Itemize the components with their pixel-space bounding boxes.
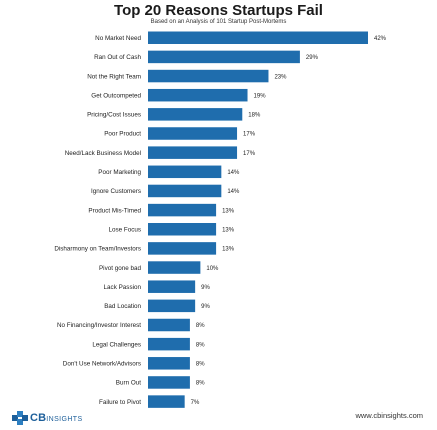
category-label: Poor Marketing <box>98 169 141 176</box>
category-label: Ignore Customers <box>91 188 141 195</box>
bar <box>148 165 222 179</box>
chart-subtitle: Based on an Analysis of 101 Startup Post… <box>150 19 287 25</box>
bar <box>148 223 217 236</box>
bar <box>148 127 238 140</box>
category-label: Pivot gone bad <box>99 265 142 272</box>
bar <box>148 376 190 389</box>
value-label: 8% <box>196 323 205 329</box>
bar <box>148 337 190 351</box>
value-label: 8% <box>196 381 205 387</box>
bar <box>148 146 238 159</box>
logo-wordmark: CBINSIGHTS <box>30 412 83 424</box>
value-label: 13% <box>222 247 235 253</box>
bar <box>148 88 248 102</box>
source-url: www.cbinsights.com <box>355 411 423 420</box>
brand-logo: CBINSIGHTS <box>12 411 83 425</box>
bar <box>148 261 201 274</box>
chart-title: Top 20 Reasons Startups Fail <box>114 2 323 19</box>
bar-chart: No Market Need 42% Ran Out of Cash 29% Not t… <box>54 31 387 408</box>
value-label: 9% <box>201 304 210 310</box>
bar <box>148 280 196 293</box>
value-label: 14% <box>227 189 240 195</box>
bar <box>148 242 217 255</box>
value-label: 14% <box>227 170 240 176</box>
category-label: Product Mis-Timed <box>88 207 141 214</box>
value-label: 7% <box>191 400 200 406</box>
bar <box>148 395 185 408</box>
bar <box>148 31 368 44</box>
bar <box>148 203 217 217</box>
bar <box>148 318 190 332</box>
category-label: Legal Challenges <box>92 341 141 348</box>
category-label: Poor Product <box>104 131 141 138</box>
bar <box>148 357 190 370</box>
logo-wordmark-bold: CB <box>30 412 47 424</box>
category-label: No Market Need <box>95 35 141 42</box>
category-label: Burn Out <box>116 380 141 387</box>
category-label: Don't Use Network/Advisors <box>63 361 141 368</box>
bar <box>148 108 243 121</box>
value-label: 17% <box>243 132 256 138</box>
value-label: 19% <box>254 93 267 99</box>
value-label: 9% <box>201 285 210 291</box>
category-label: Ran Out of Cash <box>94 54 141 61</box>
category-label: Need/Lack Business Model <box>65 150 141 157</box>
bar <box>148 299 196 313</box>
value-label: 8% <box>196 342 205 348</box>
category-label: Not the Right Team <box>87 73 141 80</box>
bar <box>148 50 300 64</box>
value-label: 42% <box>374 36 387 42</box>
value-label: 13% <box>222 227 235 233</box>
value-label: 29% <box>306 55 319 61</box>
category-label: Pricing/Cost Issues <box>87 112 141 119</box>
value-label: 23% <box>274 74 287 80</box>
category-label: Lose Focus <box>108 226 141 233</box>
value-label: 13% <box>222 208 235 214</box>
value-label: 10% <box>206 266 219 272</box>
value-label: 8% <box>196 362 205 368</box>
cb-insights-logo-icon <box>12 411 28 425</box>
category-label: Get Outcompeted <box>91 92 141 99</box>
bar <box>148 69 269 83</box>
logo-wordmark-light: INSIGHTS <box>46 416 83 423</box>
bar <box>148 184 222 198</box>
value-label: 18% <box>248 113 261 119</box>
category-label: Disharmony on Team/Investors <box>54 246 141 253</box>
category-label: No Financing/Investor Interest <box>57 322 141 329</box>
category-label: Bad Location <box>104 303 141 310</box>
category-label: Lack Passion <box>104 284 142 291</box>
value-label: 17% <box>243 151 256 157</box>
category-label: Failure to Pivot <box>99 399 141 406</box>
